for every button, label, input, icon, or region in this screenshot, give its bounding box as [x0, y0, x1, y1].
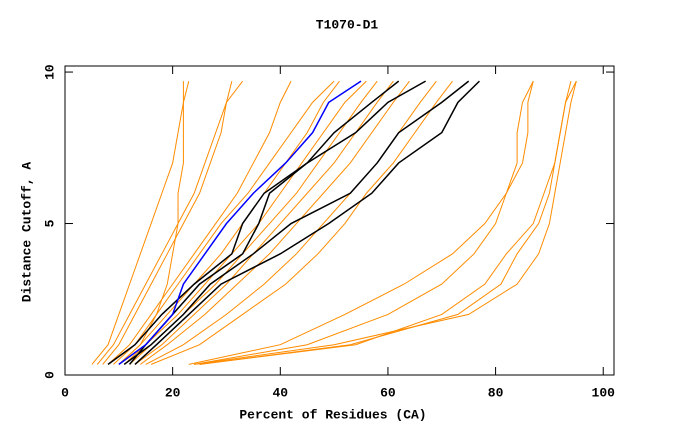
- series-line: [145, 80, 437, 365]
- x-axis-label: Percent of Residues (CA): [239, 407, 426, 422]
- chart-title: T1070-D1: [316, 17, 379, 32]
- series-line: [91, 81, 190, 365]
- x-tick-label: 0: [61, 385, 69, 400]
- x-tick-label: 60: [380, 385, 396, 400]
- y-tick-label: 0: [42, 371, 57, 379]
- series-line: [199, 81, 572, 365]
- series-line: [118, 80, 340, 365]
- x-tick-label: 20: [165, 385, 181, 400]
- series-line: [134, 80, 480, 365]
- series-line: [129, 80, 426, 365]
- x-tick-label: 80: [488, 385, 504, 400]
- y-tick-label: 5: [42, 219, 57, 227]
- series-line: [199, 80, 577, 365]
- series-line: [134, 80, 394, 365]
- x-tick-label: 100: [592, 385, 616, 400]
- series-line: [140, 80, 410, 365]
- x-tick-label: 40: [272, 385, 288, 400]
- y-axis-label: Distance Cutoff, A: [19, 162, 34, 303]
- series-line: [107, 80, 292, 365]
- series-line: [118, 81, 184, 365]
- series-line: [118, 80, 362, 366]
- series-line: [194, 81, 577, 365]
- series-line: [107, 80, 400, 366]
- series-line: [113, 80, 335, 365]
- series-line: [188, 81, 534, 365]
- y-tick-label: 10: [42, 64, 57, 80]
- plot-frame: [64, 65, 615, 376]
- series-line: [123, 80, 470, 366]
- series-line: [102, 81, 233, 365]
- series-line: [194, 80, 534, 365]
- series-line: [150, 80, 453, 365]
